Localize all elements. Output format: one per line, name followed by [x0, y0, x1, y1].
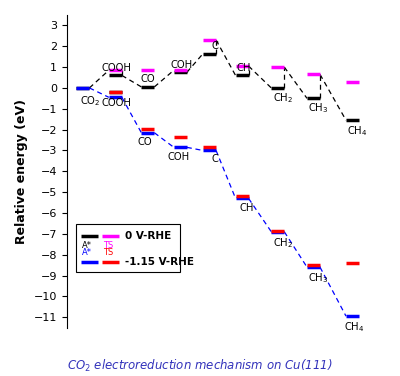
Text: CH: CH — [240, 203, 254, 212]
Text: CH$_4$: CH$_4$ — [344, 320, 364, 334]
Text: CH$_2$: CH$_2$ — [272, 236, 293, 250]
Text: CO: CO — [137, 137, 152, 147]
Text: CO$_2$ electroreduction mechanism on Cu(111): CO$_2$ electroreduction mechanism on Cu(… — [67, 358, 333, 374]
Text: CO: CO — [140, 74, 155, 84]
Text: C: C — [211, 41, 218, 51]
Text: 0 V-RHE: 0 V-RHE — [125, 231, 171, 241]
Text: TS: TS — [103, 248, 114, 257]
Text: COOH: COOH — [101, 99, 131, 108]
Text: CO$_2$: CO$_2$ — [80, 94, 100, 108]
FancyBboxPatch shape — [76, 224, 180, 272]
Text: A*: A* — [82, 241, 92, 250]
Text: TS: TS — [103, 241, 114, 250]
Text: COH: COH — [171, 60, 193, 70]
Text: A*: A* — [82, 248, 92, 257]
Text: -1.15 V-RHE: -1.15 V-RHE — [125, 257, 194, 267]
Text: COH: COH — [168, 152, 190, 162]
Text: CH$_2$: CH$_2$ — [272, 92, 293, 106]
Text: C: C — [211, 154, 218, 164]
Text: CH$_3$: CH$_3$ — [308, 102, 329, 115]
Y-axis label: Relative energy (eV): Relative energy (eV) — [15, 99, 28, 244]
Text: CH$_3$: CH$_3$ — [308, 271, 329, 285]
Text: CH$_4$: CH$_4$ — [347, 124, 368, 138]
Text: CH: CH — [236, 63, 251, 73]
Text: COOH: COOH — [101, 63, 131, 73]
